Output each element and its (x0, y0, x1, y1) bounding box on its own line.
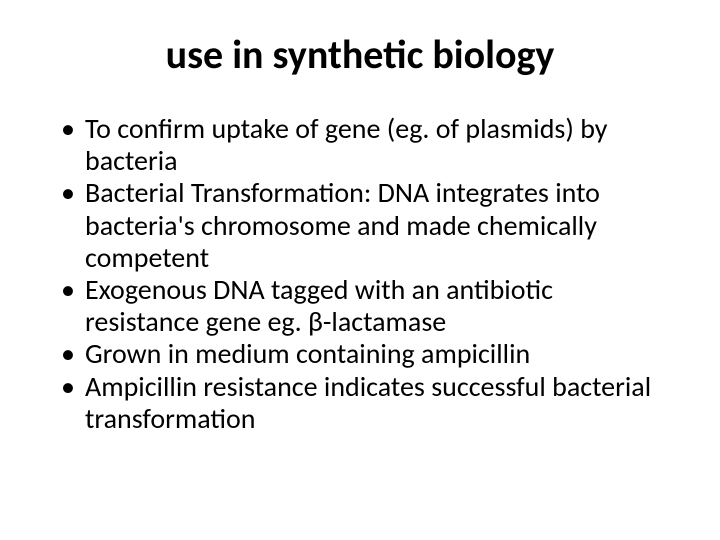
slide-title: use in synthetic biology (55, 30, 665, 79)
list-item: Bacterial Transformation: DNA integrates… (55, 177, 665, 274)
slide: use in synthetic biology To confirm upta… (0, 0, 720, 540)
list-item: Exogenous DNA tagged with an antibiotic … (55, 274, 665, 338)
bullet-list: To confirm uptake of gene (eg. of plasmi… (55, 113, 665, 435)
list-item: Ampicillin resistance indicates successf… (55, 371, 665, 435)
list-item: Grown in medium containing ampicillin (55, 338, 665, 370)
list-item: To confirm uptake of gene (eg. of plasmi… (55, 113, 665, 177)
